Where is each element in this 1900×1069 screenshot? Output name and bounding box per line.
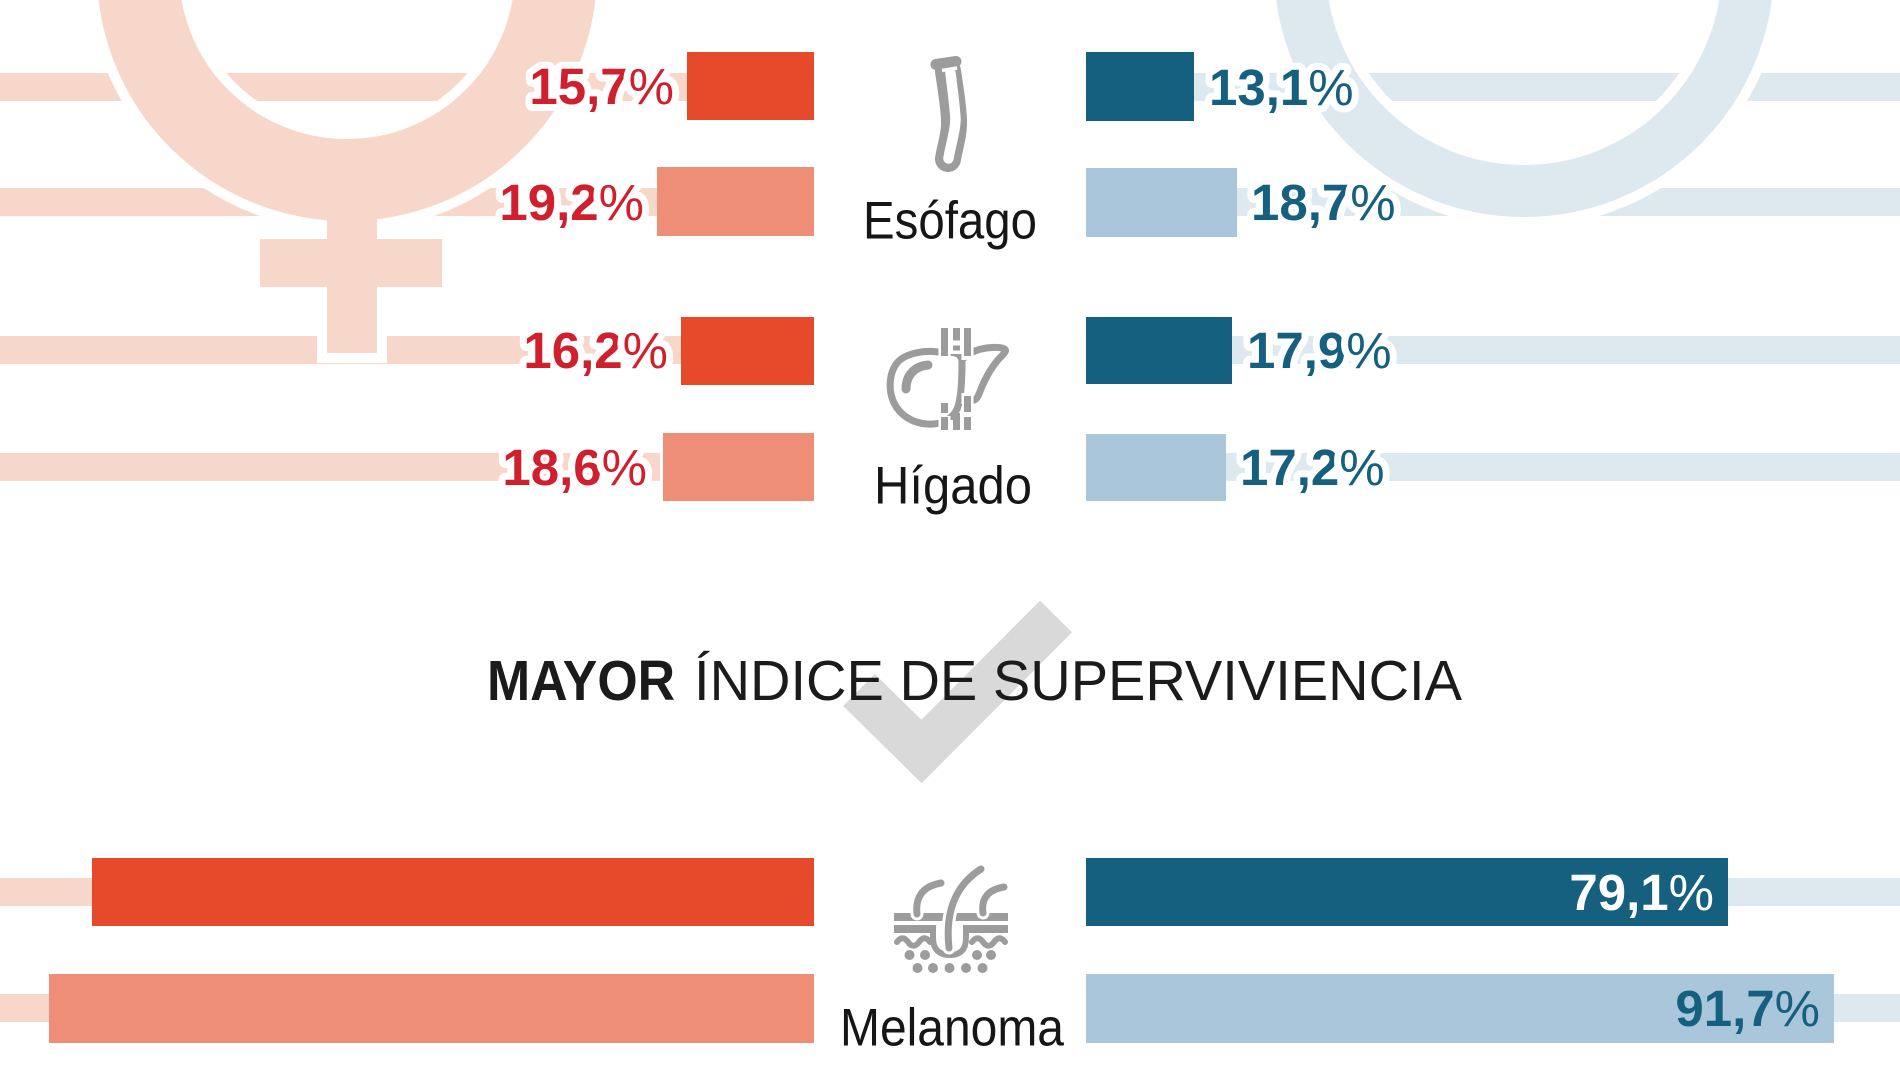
svg-text:91,7%: 91,7%: [1675, 980, 1820, 1037]
svg-text:19,2%: 19,2%: [499, 174, 644, 231]
svg-text:13,1%: 13,1%: [1209, 59, 1354, 116]
svg-text:15,7%: 15,7%: [529, 58, 674, 115]
svg-text:Melanoma: Melanoma: [840, 999, 1064, 1058]
svg-text:Hígado: Hígado: [874, 457, 1032, 516]
svg-text:17,2%: 17,2%: [1240, 439, 1385, 496]
svg-text:MAYOR: MAYOR: [487, 649, 675, 713]
svg-text:16,2%: 16,2%: [523, 322, 668, 379]
svg-text:18,6%: 18,6%: [502, 439, 647, 496]
svg-text:17,9%: 17,9%: [1247, 322, 1392, 379]
svg-text:18,7%: 18,7%: [1251, 174, 1396, 231]
svg-text:79,1%: 79,1%: [1569, 864, 1714, 921]
svg-text:Esófago: Esófago: [863, 192, 1037, 251]
svg-text:ÍNDICE DE SUPERVIVIENCIA: ÍNDICE DE SUPERVIVIENCIA: [694, 649, 1462, 713]
